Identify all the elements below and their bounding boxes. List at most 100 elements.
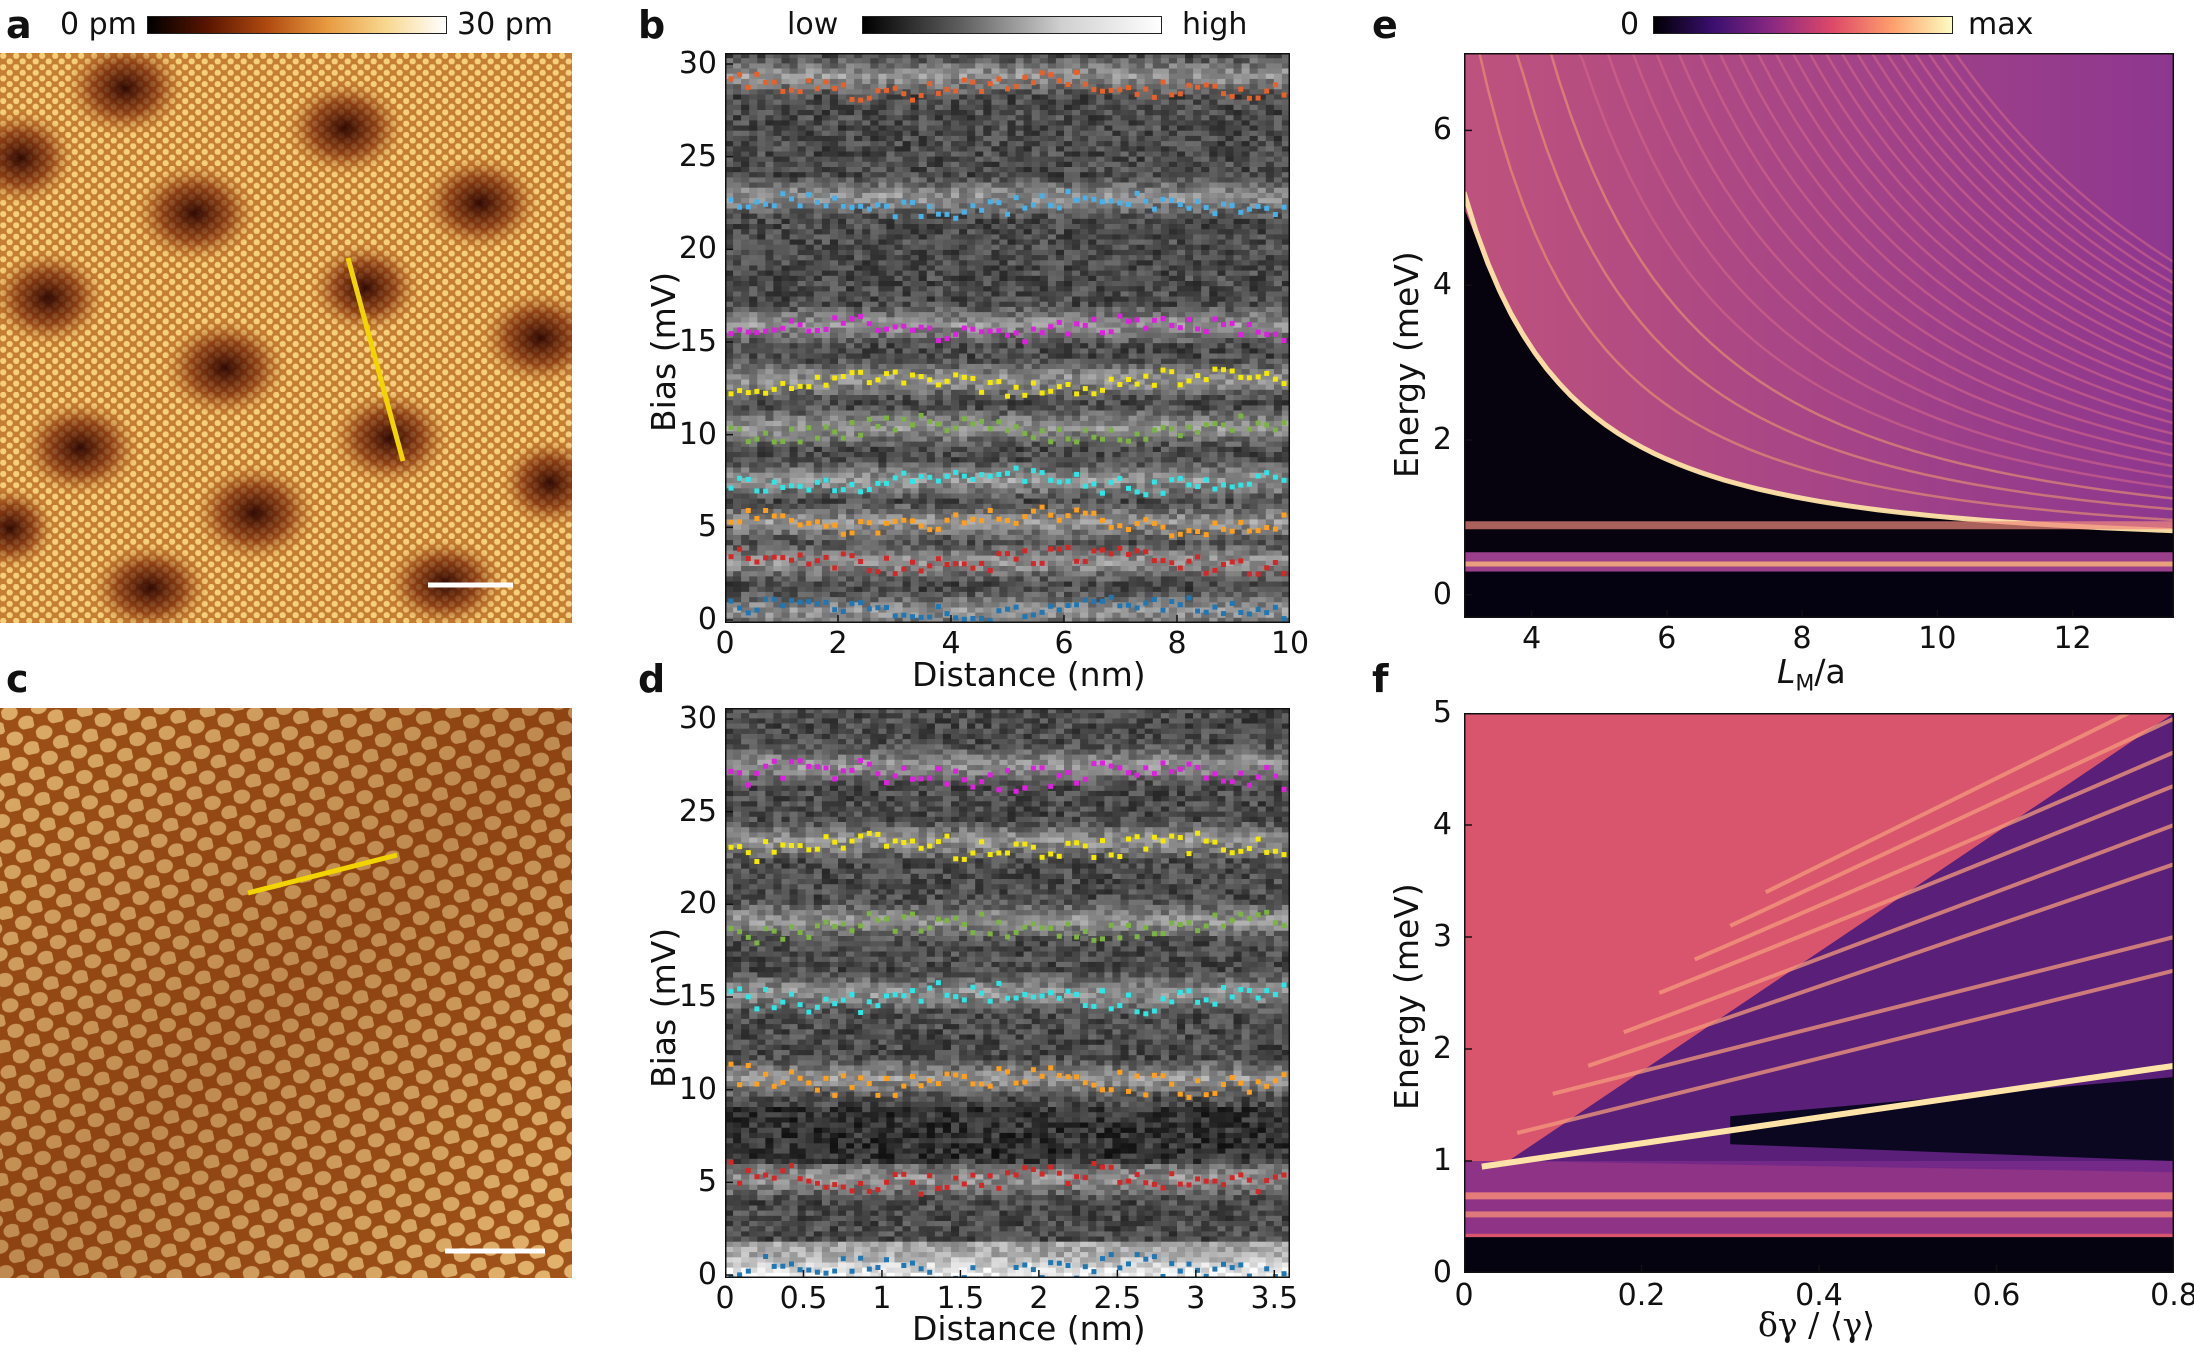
point-d-2-29 <box>979 1081 985 1087</box>
point-d-6-25 <box>944 781 950 787</box>
point-b-7-17 <box>875 202 881 208</box>
stm-image-c <box>0 708 572 1278</box>
point-d-1-38 <box>1056 1170 1062 1176</box>
point-b-4-24 <box>935 421 941 427</box>
point-b-7-24 <box>935 211 941 217</box>
point-d-0-11 <box>823 1270 829 1276</box>
point-b-3-10 <box>814 479 820 485</box>
point-d-4-47 <box>1134 934 1140 940</box>
point-b-7-63 <box>1272 212 1278 217</box>
xtick-d-6: 3 <box>1186 1281 1206 1316</box>
point-d-0-1 <box>737 1272 743 1278</box>
point-b-6-22 <box>918 324 924 330</box>
point-b-1-59 <box>1238 558 1244 564</box>
point-b-6-50 <box>1160 316 1166 321</box>
point-b-7-32 <box>1005 211 1010 217</box>
point-b-3-6 <box>780 485 786 490</box>
point-d-1-51 <box>1169 1171 1175 1177</box>
point-b-7-25 <box>944 211 950 217</box>
ylabel-b: Bias (mV) <box>644 271 683 432</box>
point-d-4-38 <box>1056 933 1062 939</box>
point-d-5-53 <box>1186 851 1192 857</box>
point-b-1-3 <box>754 559 760 565</box>
point-d-3-36 <box>1039 993 1045 999</box>
point-b-7-35 <box>1030 202 1036 208</box>
point-b-3-38 <box>1056 479 1062 485</box>
xlabel-e-tail: /a <box>1814 652 1846 691</box>
point-d-5-34 <box>1022 841 1028 847</box>
point-d-2-8 <box>797 1075 803 1081</box>
point-b-8-20 <box>901 91 907 97</box>
point-d-0-55 <box>1203 1273 1209 1278</box>
point-d-2-42 <box>1091 1082 1097 1088</box>
point-d-0-4 <box>763 1254 769 1259</box>
point-d-2-30 <box>987 1083 993 1089</box>
point-d-1-57 <box>1221 1182 1226 1188</box>
point-d-0-35 <box>1030 1267 1036 1273</box>
point-d-3-45 <box>1117 1003 1123 1008</box>
point-b-3-11 <box>823 477 829 483</box>
point-d-5-13 <box>840 845 846 851</box>
point-d-0-10 <box>814 1269 820 1275</box>
stm-image-a <box>0 53 572 623</box>
point-b-7-40 <box>1074 197 1080 203</box>
point-d-5-46 <box>1126 836 1131 842</box>
point-d-4-33 <box>1013 929 1019 935</box>
point-d-3-35 <box>1030 994 1036 1000</box>
point-b-4-39 <box>1065 436 1071 442</box>
point-d-1-28 <box>970 1172 976 1178</box>
point-b-5-61 <box>1255 374 1261 380</box>
point-d-5-11 <box>823 834 829 840</box>
point-b-8-63 <box>1272 82 1278 88</box>
band-e-3 <box>1549 53 2174 500</box>
point-b-5-60 <box>1246 375 1252 381</box>
point-b-1-29 <box>979 560 985 566</box>
point-b-2-7 <box>789 517 794 523</box>
point-b-8-48 <box>1143 86 1149 92</box>
point-b-5-56 <box>1212 366 1218 372</box>
band-e-16 <box>1824 53 2174 361</box>
point-b-4-10 <box>814 435 820 441</box>
point-b-5-23 <box>927 377 933 383</box>
point-b-6-51 <box>1169 323 1175 328</box>
point-d-0-33 <box>1013 1265 1019 1270</box>
point-b-6-11 <box>823 327 829 332</box>
point-b-5-6 <box>780 380 786 386</box>
point-d-2-36 <box>1039 1073 1045 1079</box>
point-d-1-54 <box>1195 1176 1201 1182</box>
point-d-1-64 <box>1281 1172 1287 1178</box>
point-b-7-57 <box>1221 201 1226 207</box>
xtick-b-2: 4 <box>941 626 961 661</box>
point-b-3-39 <box>1065 478 1071 484</box>
point-b-8-18 <box>884 87 889 93</box>
point-d-6-48 <box>1143 765 1149 771</box>
point-b-1-56 <box>1212 567 1218 573</box>
point-b-1-7 <box>789 557 794 563</box>
point-b-4-41 <box>1082 427 1088 433</box>
point-d-0-56 <box>1212 1266 1218 1272</box>
point-b-4-22 <box>918 412 924 418</box>
point-b-7-60 <box>1246 206 1252 212</box>
point-d-3-61 <box>1255 995 1261 1001</box>
point-d-2-61 <box>1255 1079 1261 1085</box>
point-b-3-1 <box>737 475 743 481</box>
point-b-2-30 <box>987 508 993 513</box>
point-d-2-28 <box>970 1081 976 1087</box>
point-b-0-2 <box>745 610 751 616</box>
point-d-3-25 <box>944 992 950 998</box>
band-e-6 <box>1631 53 2174 468</box>
point-b-4-12 <box>832 429 838 435</box>
point-b-1-34 <box>1022 548 1028 554</box>
point-d-5-40 <box>1074 840 1080 846</box>
point-b-1-23 <box>927 563 933 569</box>
point-b-4-61 <box>1255 420 1261 426</box>
point-d-1-16 <box>866 1188 872 1194</box>
point-b-4-53 <box>1186 424 1192 430</box>
point-d-3-37 <box>1048 990 1054 996</box>
point-d-0-2 <box>745 1268 751 1274</box>
point-b-1-25 <box>944 562 950 567</box>
point-d-6-1 <box>737 770 743 776</box>
point-b-3-37 <box>1048 477 1054 483</box>
point-d-6-59 <box>1238 770 1244 776</box>
point-b-8-47 <box>1134 91 1140 97</box>
